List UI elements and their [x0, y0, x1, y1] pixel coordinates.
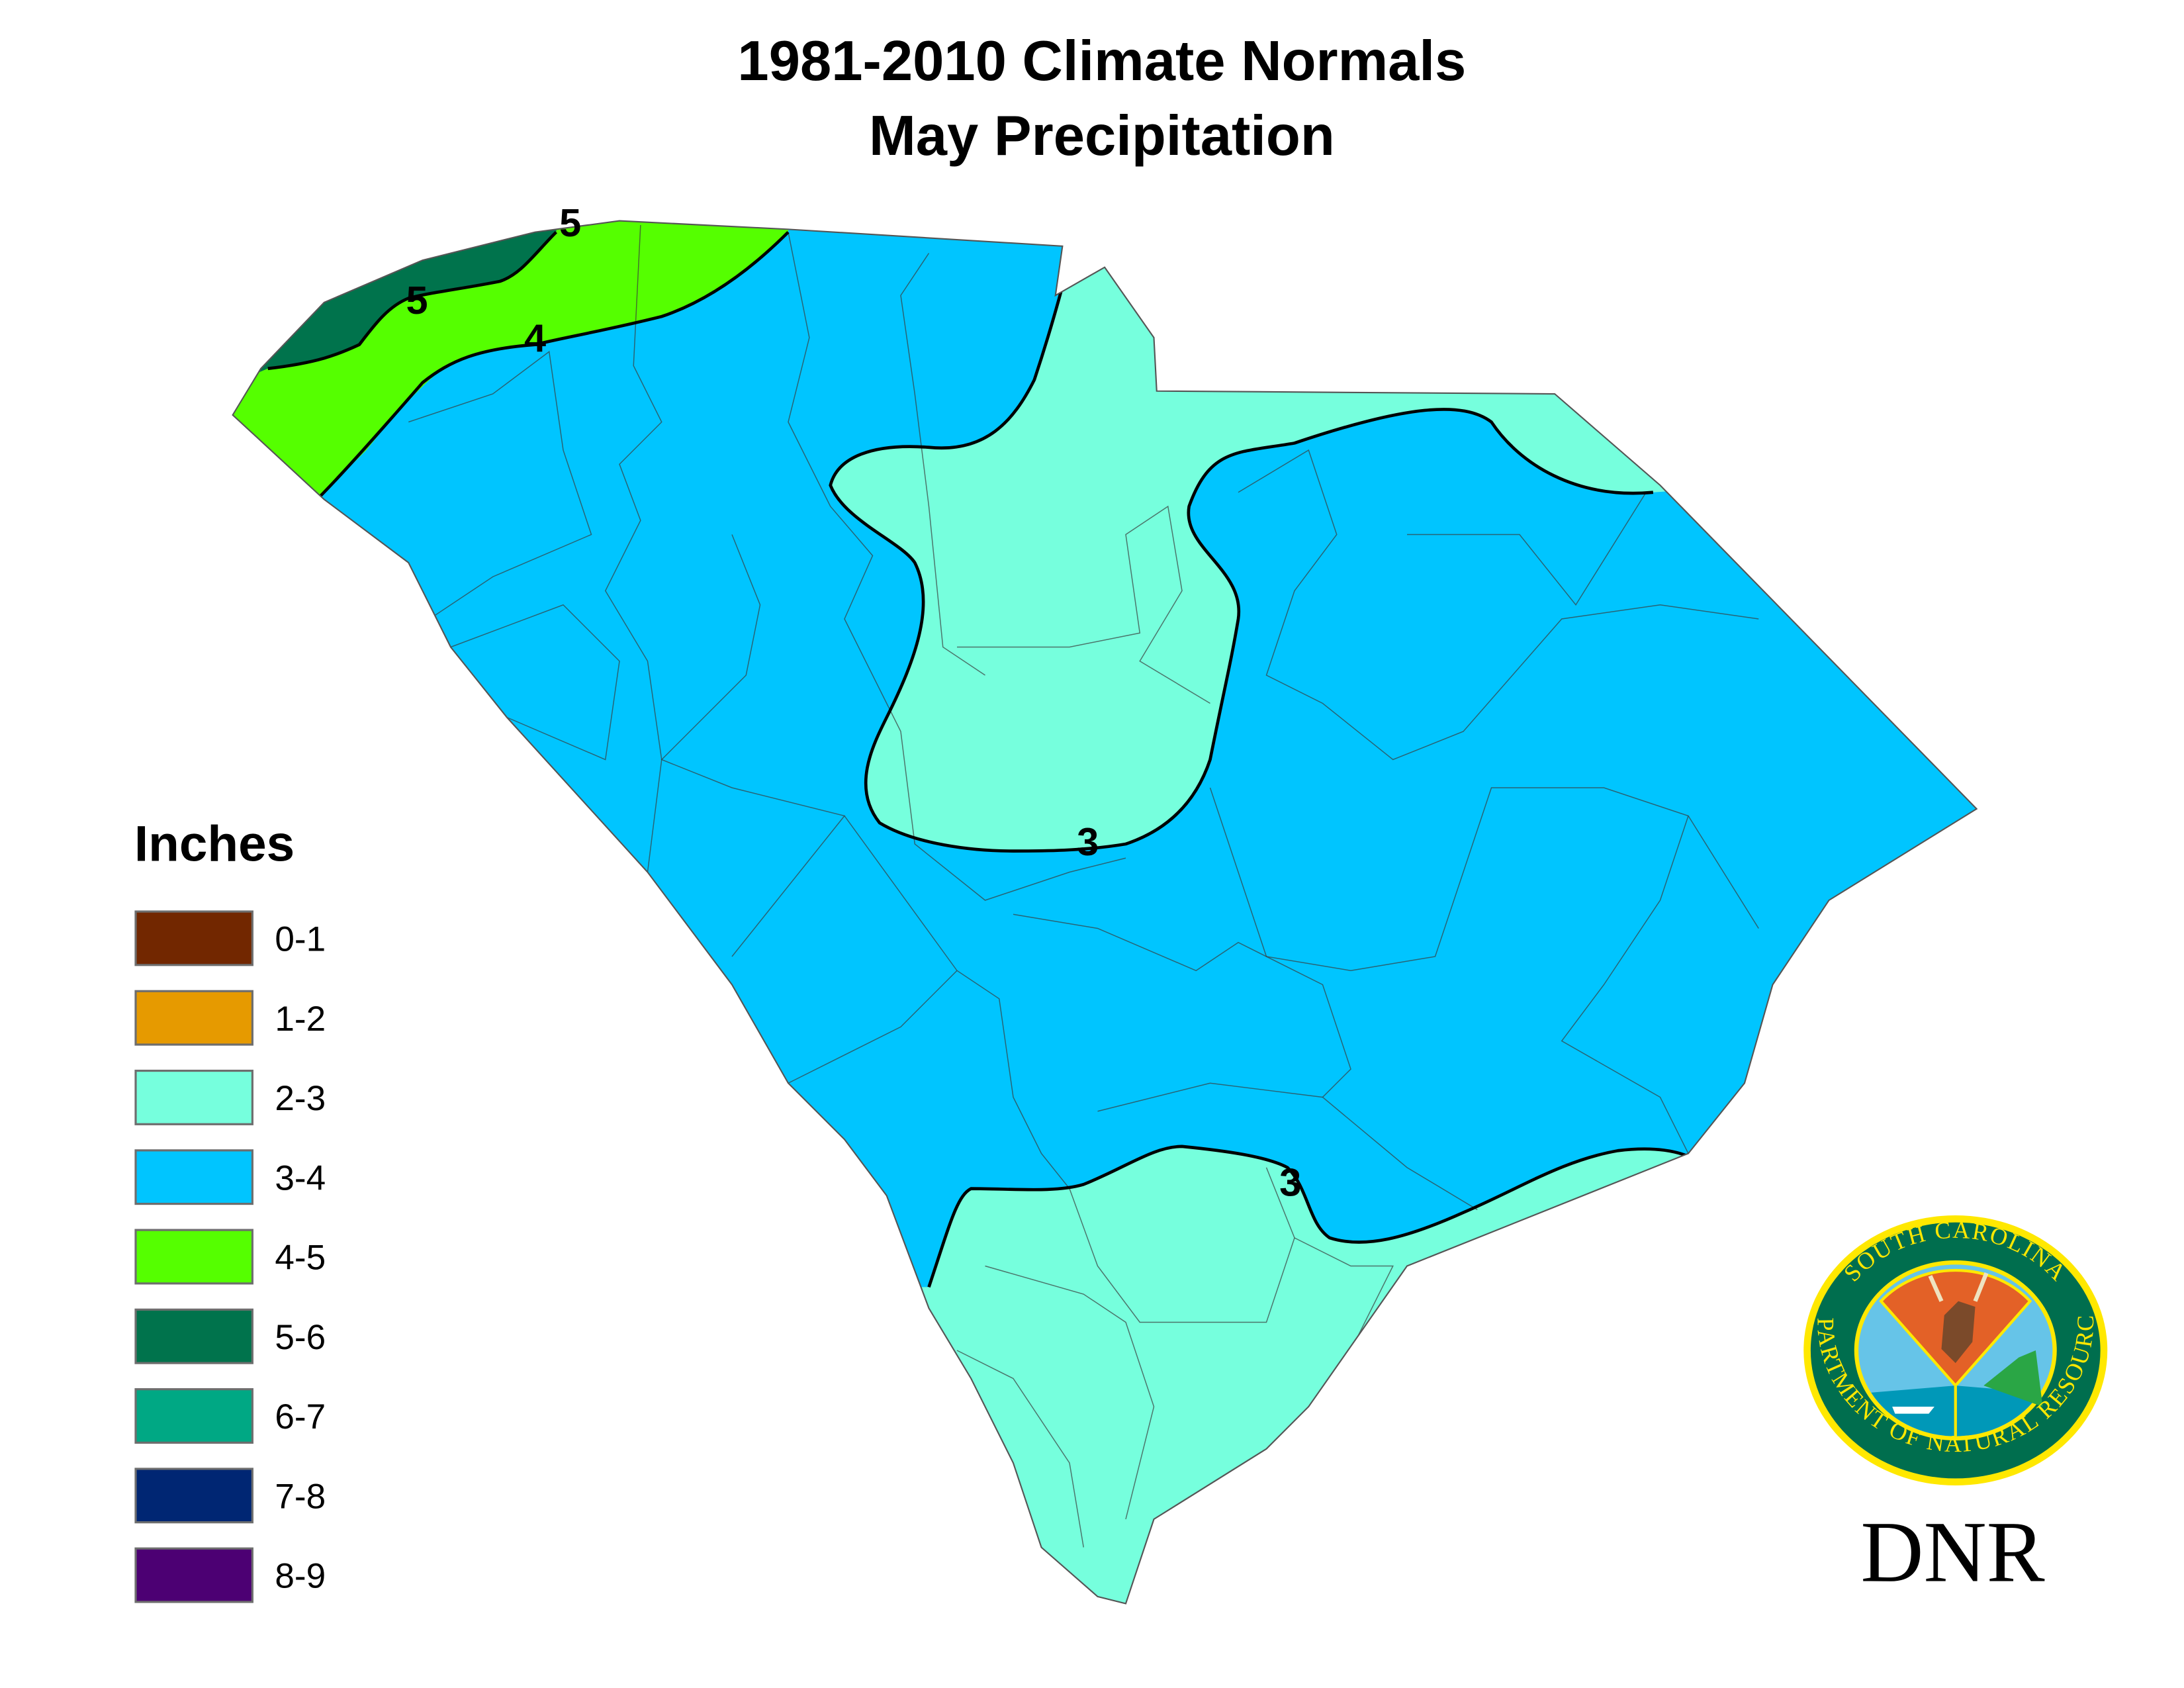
legend-swatch-5-6: [134, 1308, 253, 1364]
legend-swatch-0-1: [134, 910, 253, 966]
legend-label: 7-8: [275, 1477, 326, 1516]
contour-label-3-south: 3: [1279, 1160, 1301, 1204]
map-title-line2: May Precipitation: [869, 105, 1335, 167]
legend-item: 0-1: [134, 910, 326, 966]
contour-label-4: 4: [524, 316, 546, 360]
legend-swatch-4-5: [134, 1229, 253, 1285]
legend-label: 4-5: [275, 1239, 326, 1278]
county-boundaries: [408, 224, 1759, 1548]
legend-item: 3-4: [134, 1149, 326, 1205]
legend-item: 5-6: [134, 1308, 326, 1364]
legend-swatch-6-7: [134, 1388, 253, 1444]
legend-label: 0-1: [275, 920, 326, 959]
dnr-wordmark: DNR: [1860, 1505, 2044, 1601]
legend-item: 8-9: [134, 1547, 326, 1603]
isohyet-lines: [267, 230, 1689, 1288]
legend-title: Inches: [134, 816, 295, 872]
legend-item: 6-7: [134, 1388, 326, 1444]
legend-swatch-3-4: [134, 1149, 253, 1205]
legend-swatch-8-9: [134, 1547, 253, 1603]
contour-label-5-west: 5: [406, 278, 428, 322]
legend-label: 3-4: [275, 1158, 326, 1197]
legend-swatch-7-8: [134, 1468, 253, 1524]
legend-label: 1-2: [275, 1000, 326, 1039]
contour-label-5-north: 5: [559, 201, 581, 245]
legend-label: 5-6: [275, 1318, 326, 1357]
legend-label: 8-9: [275, 1557, 326, 1596]
legend: Inches 0-1 1-2 2-3 3-4 4-5 5-6 6-7 7-8 8-9: [134, 816, 326, 1603]
contour-label-3-central: 3: [1077, 820, 1099, 864]
state-outline: [232, 220, 1978, 1605]
map-title-line1: 1981-2010 Climate Normals: [737, 30, 1466, 93]
legend-item: 1-2: [134, 990, 326, 1046]
legend-swatch-2-3: [134, 1069, 253, 1125]
legend-swatch-1-2: [134, 990, 253, 1046]
legend-item: 2-3: [134, 1069, 326, 1125]
legend-label: 6-7: [275, 1397, 326, 1436]
legend-item: 7-8: [134, 1468, 326, 1524]
legend-label: 2-3: [275, 1079, 326, 1118]
legend-item: 4-5: [134, 1229, 326, 1285]
